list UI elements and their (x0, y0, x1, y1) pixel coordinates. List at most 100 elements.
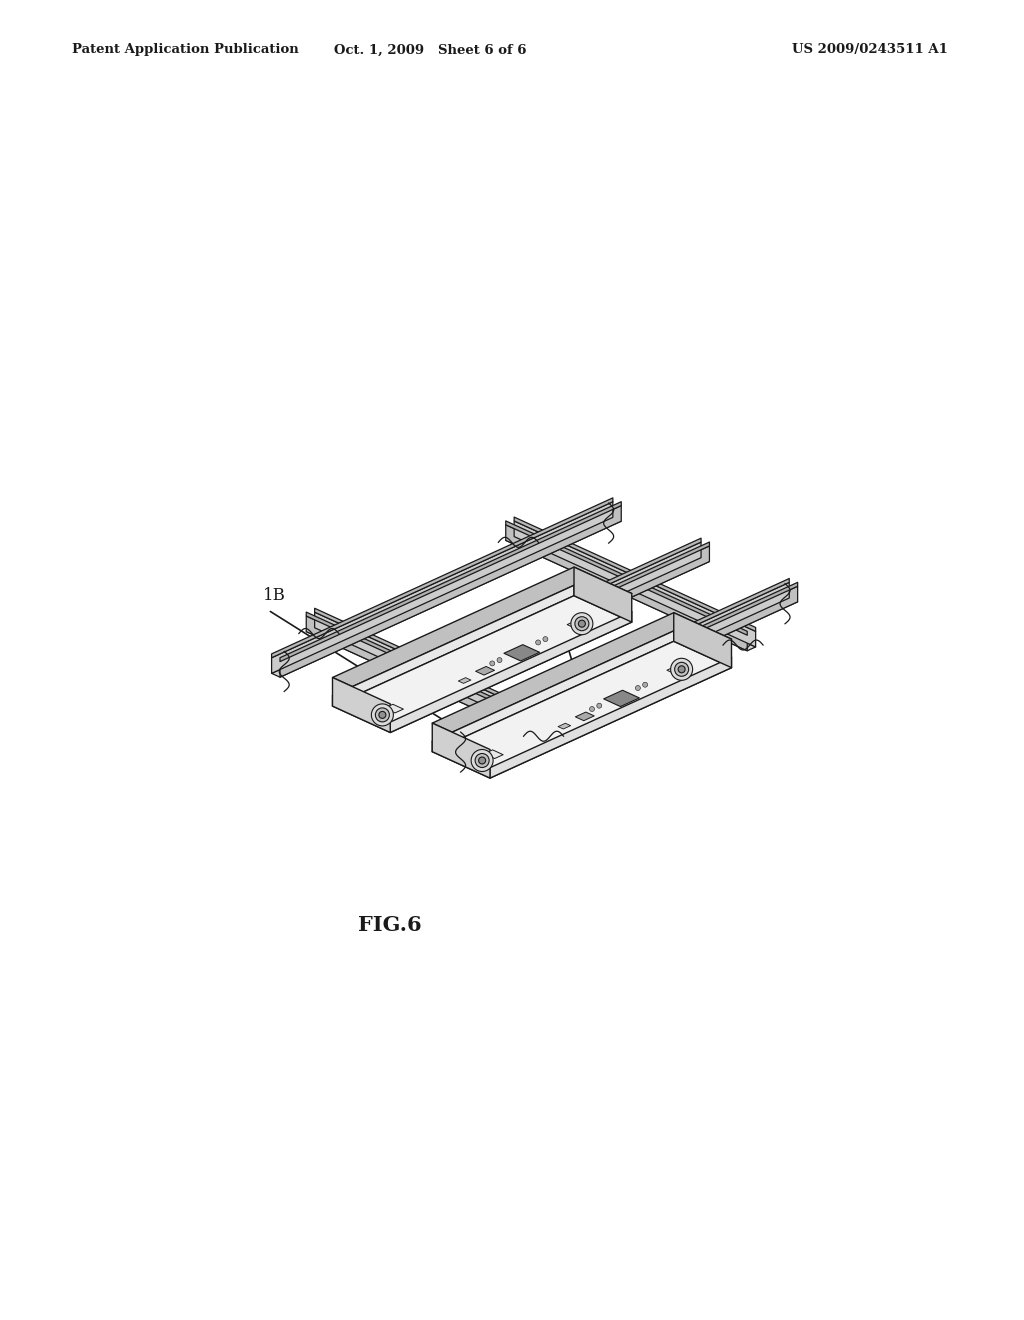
Polygon shape (333, 677, 390, 722)
Polygon shape (618, 638, 677, 682)
Polygon shape (369, 543, 710, 702)
Polygon shape (432, 631, 731, 768)
Polygon shape (520, 682, 578, 727)
Text: US 2009/0243511 A1: US 2009/0243511 A1 (792, 44, 948, 57)
Polygon shape (431, 632, 489, 677)
Circle shape (678, 665, 685, 673)
Polygon shape (504, 644, 540, 661)
Polygon shape (387, 652, 445, 697)
Polygon shape (410, 643, 467, 686)
Polygon shape (271, 517, 622, 677)
Circle shape (636, 685, 640, 690)
Polygon shape (484, 750, 503, 759)
Polygon shape (564, 663, 622, 708)
Circle shape (471, 750, 494, 771)
Polygon shape (530, 587, 588, 632)
Circle shape (574, 616, 589, 631)
Circle shape (675, 663, 688, 676)
Polygon shape (674, 612, 731, 657)
Circle shape (570, 612, 593, 635)
Polygon shape (420, 638, 478, 682)
Polygon shape (432, 642, 731, 777)
Polygon shape (333, 677, 390, 733)
Circle shape (475, 754, 489, 767)
Polygon shape (343, 672, 401, 717)
Polygon shape (314, 609, 556, 722)
Polygon shape (508, 597, 566, 642)
Polygon shape (487, 698, 545, 743)
Polygon shape (574, 568, 632, 622)
Polygon shape (604, 690, 639, 706)
Polygon shape (506, 525, 748, 651)
Polygon shape (271, 502, 612, 673)
Polygon shape (667, 667, 686, 675)
Polygon shape (558, 723, 570, 729)
Polygon shape (377, 657, 434, 702)
Polygon shape (465, 708, 523, 752)
Polygon shape (442, 627, 500, 672)
Polygon shape (509, 688, 567, 733)
Polygon shape (306, 616, 548, 742)
Polygon shape (449, 598, 798, 758)
Polygon shape (475, 612, 532, 657)
Polygon shape (366, 663, 423, 708)
Polygon shape (597, 648, 654, 693)
Circle shape (643, 682, 647, 688)
Polygon shape (476, 704, 534, 747)
Polygon shape (271, 498, 612, 657)
Polygon shape (398, 647, 456, 692)
Polygon shape (552, 577, 610, 622)
Polygon shape (280, 502, 622, 661)
Polygon shape (541, 582, 599, 627)
Circle shape (536, 640, 541, 645)
Polygon shape (498, 602, 555, 647)
Polygon shape (455, 713, 512, 758)
Circle shape (579, 620, 586, 627)
Polygon shape (563, 572, 621, 616)
Text: 1B: 1B (590, 692, 613, 709)
Circle shape (489, 661, 495, 665)
Polygon shape (586, 653, 644, 697)
Polygon shape (333, 585, 574, 706)
Circle shape (372, 704, 393, 726)
Circle shape (376, 708, 389, 722)
Polygon shape (608, 643, 666, 688)
Polygon shape (333, 568, 632, 704)
Polygon shape (475, 667, 495, 675)
Polygon shape (359, 543, 701, 714)
Polygon shape (498, 693, 556, 738)
Polygon shape (449, 582, 790, 754)
Polygon shape (314, 612, 556, 738)
Circle shape (478, 756, 485, 764)
Polygon shape (514, 521, 756, 647)
Polygon shape (384, 705, 403, 713)
Polygon shape (432, 631, 674, 751)
Polygon shape (574, 657, 633, 702)
Polygon shape (506, 521, 748, 635)
Circle shape (379, 711, 386, 718)
Polygon shape (443, 718, 501, 763)
Polygon shape (457, 586, 798, 758)
Polygon shape (432, 723, 490, 768)
Polygon shape (553, 668, 610, 713)
Polygon shape (652, 623, 710, 668)
Polygon shape (641, 628, 698, 672)
Polygon shape (574, 568, 632, 611)
Polygon shape (464, 618, 522, 661)
Polygon shape (369, 546, 710, 718)
Polygon shape (280, 506, 622, 677)
Polygon shape (542, 673, 600, 718)
Polygon shape (486, 607, 544, 652)
Text: Oct. 1, 2009   Sheet 6 of 6: Oct. 1, 2009 Sheet 6 of 6 (334, 44, 526, 57)
Polygon shape (674, 612, 731, 668)
Polygon shape (333, 595, 632, 733)
Polygon shape (663, 618, 721, 663)
Polygon shape (432, 612, 731, 750)
Polygon shape (630, 632, 687, 677)
Polygon shape (359, 539, 701, 698)
Polygon shape (457, 582, 798, 742)
Polygon shape (575, 711, 594, 721)
Polygon shape (519, 593, 577, 636)
Circle shape (597, 704, 602, 709)
Circle shape (671, 659, 692, 680)
